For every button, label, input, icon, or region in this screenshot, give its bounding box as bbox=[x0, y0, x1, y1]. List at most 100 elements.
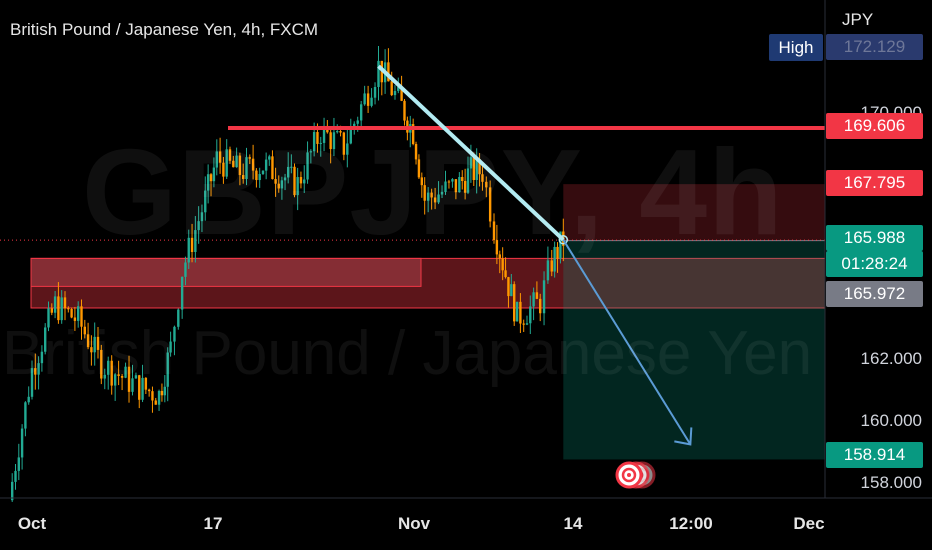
candle-body bbox=[303, 179, 306, 184]
candle-body bbox=[261, 170, 265, 175]
candle-body bbox=[60, 297, 63, 321]
candle-body bbox=[70, 309, 73, 318]
candle-body bbox=[44, 327, 47, 352]
candle-body bbox=[110, 360, 113, 386]
candle-body bbox=[120, 375, 124, 378]
projection-arrow bbox=[562, 239, 692, 445]
candle-body bbox=[306, 152, 309, 180]
chart-title[interactable]: British Pound / Japanese Yen, 4h, FXCM bbox=[10, 20, 319, 39]
candle-body bbox=[280, 180, 284, 189]
candle-body bbox=[209, 174, 213, 182]
candle-body bbox=[245, 157, 248, 179]
candle-body bbox=[180, 276, 184, 310]
candle-body bbox=[332, 132, 336, 150]
candle-body bbox=[366, 93, 370, 106]
candle-body bbox=[73, 317, 77, 321]
candle-body bbox=[255, 170, 258, 181]
candle-body bbox=[197, 221, 200, 231]
candle-body bbox=[63, 297, 67, 309]
price-tag-target: 158.914 bbox=[826, 442, 923, 468]
candle-body bbox=[228, 149, 232, 161]
candle-body bbox=[501, 258, 504, 271]
candle-body bbox=[86, 334, 90, 348]
candle-body bbox=[11, 481, 14, 501]
candle-body bbox=[20, 428, 24, 458]
candle-body bbox=[329, 132, 332, 150]
candle-body bbox=[37, 363, 40, 375]
demand-zone bbox=[30, 257, 826, 309]
candle-body bbox=[559, 231, 562, 259]
candle-body bbox=[447, 181, 451, 183]
candle-body bbox=[83, 326, 86, 335]
candle-body bbox=[426, 192, 430, 201]
candle-body bbox=[163, 386, 167, 396]
price-tag-last: 165.988 bbox=[826, 225, 923, 251]
candle-body bbox=[225, 149, 228, 177]
candle-body bbox=[363, 93, 366, 105]
candle-body bbox=[296, 177, 299, 196]
target-zone bbox=[563, 240, 825, 460]
candle-body bbox=[519, 301, 522, 324]
candle-body bbox=[492, 221, 496, 241]
event-icon bbox=[615, 461, 643, 489]
candle-body bbox=[515, 301, 519, 322]
high-label: High bbox=[769, 34, 823, 61]
candle-body bbox=[463, 180, 467, 193]
candle-body bbox=[17, 457, 20, 471]
candle-body bbox=[157, 390, 161, 405]
candle-body bbox=[173, 326, 176, 342]
candle-body bbox=[510, 284, 513, 297]
candle-body bbox=[113, 374, 117, 386]
candle-body bbox=[342, 132, 346, 155]
y-tick-162: 162.000 bbox=[860, 349, 922, 368]
stop-zone bbox=[563, 184, 825, 241]
candle-body bbox=[160, 390, 164, 396]
candle-body bbox=[387, 62, 390, 82]
candle-body bbox=[336, 131, 339, 133]
candle-body bbox=[359, 104, 363, 121]
candle-body bbox=[251, 158, 255, 171]
candle-body bbox=[283, 177, 287, 181]
candle-body bbox=[90, 347, 93, 353]
candle-body bbox=[127, 366, 131, 392]
candle-body bbox=[50, 308, 53, 313]
y-tick-160: 160.000 bbox=[860, 411, 922, 430]
candle-body bbox=[177, 309, 180, 327]
candle-body bbox=[461, 177, 464, 181]
candle-body bbox=[390, 81, 393, 96]
candle-body bbox=[24, 402, 27, 429]
candle-body bbox=[475, 159, 478, 180]
candle-body bbox=[440, 191, 444, 195]
currency-label: JPY bbox=[842, 10, 874, 29]
x-tick-17: 17 bbox=[203, 514, 223, 533]
candle-body bbox=[277, 183, 280, 189]
price-tag-entry: 165.972 bbox=[826, 281, 923, 307]
candle-body bbox=[190, 237, 194, 253]
candle-body bbox=[96, 336, 100, 350]
candle-body bbox=[451, 179, 454, 182]
candle-body bbox=[147, 389, 151, 392]
candle-body bbox=[144, 377, 148, 390]
candle-body bbox=[312, 132, 316, 152]
candle-body bbox=[248, 157, 251, 159]
candle-body bbox=[264, 159, 268, 171]
candle-body bbox=[187, 237, 190, 263]
candle-body bbox=[550, 260, 553, 272]
demand-zone-inner bbox=[30, 257, 422, 287]
candle-countdown: 01:28:24 bbox=[826, 251, 923, 277]
candle-body bbox=[495, 240, 499, 255]
candle-body bbox=[215, 151, 218, 168]
candle-body bbox=[274, 179, 277, 184]
candle-body bbox=[433, 197, 437, 203]
candle-body bbox=[290, 166, 293, 168]
candle-body bbox=[204, 190, 207, 213]
candle-body bbox=[134, 375, 138, 379]
candle-body bbox=[271, 156, 274, 180]
projection-arrowhead bbox=[674, 427, 693, 446]
candle-body bbox=[504, 270, 507, 278]
candle-body bbox=[27, 396, 30, 403]
candle-body bbox=[107, 360, 110, 375]
candle-body bbox=[47, 308, 50, 328]
candle-body bbox=[322, 125, 326, 143]
